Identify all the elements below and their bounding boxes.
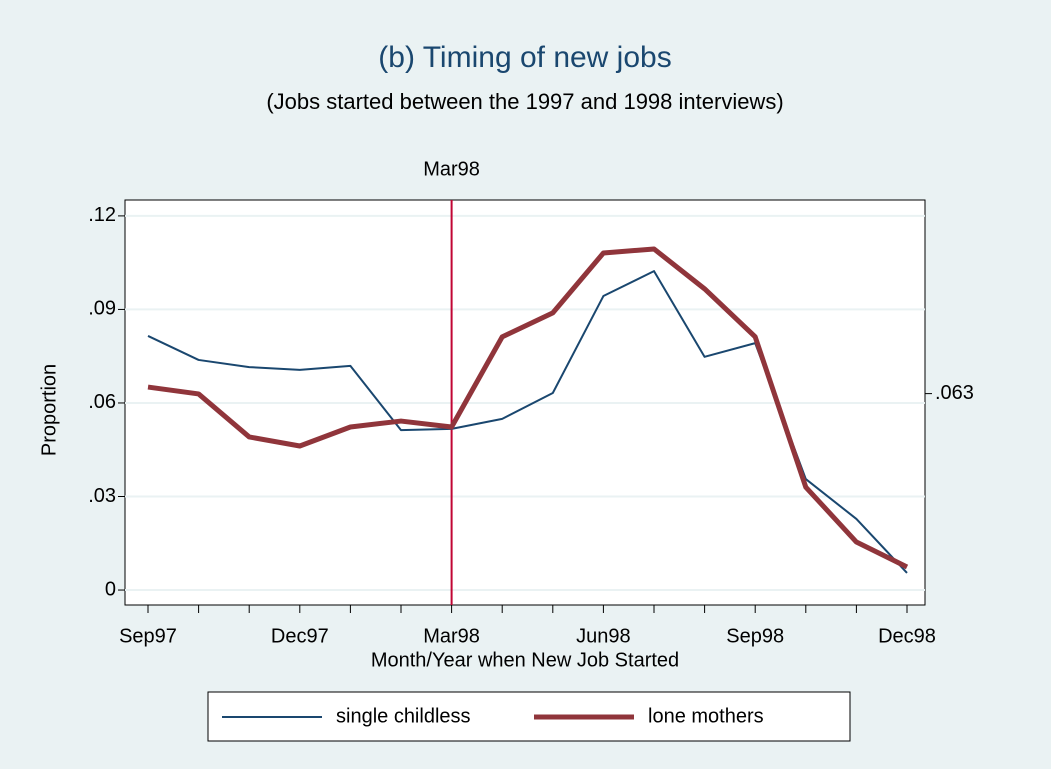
chart-subtitle: (Jobs started between the 1997 and 1998 … — [266, 89, 783, 114]
annotation-label: Mar98 — [423, 158, 480, 180]
x-axis-title: Month/Year when New Job Started — [371, 649, 679, 671]
series-line — [147, 246, 909, 570]
y-tick-label: .06 — [88, 391, 116, 413]
x-tick-label: Sep98 — [726, 625, 784, 647]
x-tick-label: Mar98 — [423, 625, 480, 647]
y-axis-title: Proportion — [38, 364, 60, 456]
x-tick-label: Jun98 — [576, 625, 631, 647]
x-tick-label: Sep97 — [119, 625, 177, 647]
x-tick-label: Dec97 — [271, 625, 329, 647]
legend-label: lone mothers — [648, 705, 764, 727]
y-tick-label: .09 — [88, 298, 116, 320]
x-tick-label: Dec98 — [878, 625, 936, 647]
chart-title: (b) Timing of new jobs — [378, 41, 671, 74]
legend-label: single childless — [336, 705, 471, 727]
y-tick-label: .03 — [88, 485, 116, 507]
y-tick-label: 0 — [105, 578, 116, 600]
y-tick-label: .12 — [88, 204, 116, 226]
y2-tick-label: .063 — [935, 382, 974, 404]
